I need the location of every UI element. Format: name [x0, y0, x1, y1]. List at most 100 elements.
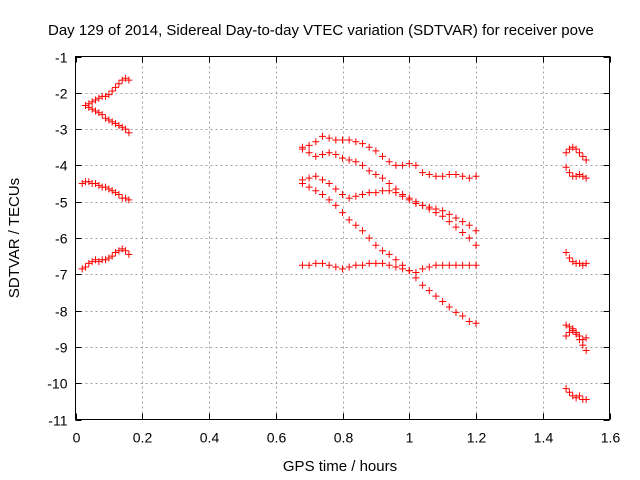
data-point — [412, 268, 420, 276]
data-point — [472, 227, 480, 235]
data-point — [569, 327, 577, 335]
data-point — [112, 189, 120, 197]
data-point — [445, 170, 453, 178]
data-point — [118, 245, 126, 253]
data-point — [582, 174, 590, 182]
data-point — [439, 172, 447, 180]
data-point — [569, 143, 577, 151]
data-point — [459, 218, 467, 226]
data-point — [399, 161, 407, 169]
data-point — [92, 180, 100, 188]
data-point — [452, 223, 460, 231]
data-point — [118, 76, 126, 84]
data-point — [385, 158, 393, 166]
data-point — [85, 103, 93, 111]
data-point — [108, 187, 116, 195]
x-tick-label: 1.6 — [601, 430, 621, 446]
data-point — [98, 111, 106, 119]
data-point — [562, 163, 570, 171]
data-point — [565, 328, 573, 336]
y-tick-label: -3 — [55, 122, 68, 138]
x-tick-label: 0.8 — [334, 430, 354, 446]
data-point — [565, 388, 573, 396]
series-s11 — [562, 249, 590, 269]
data-point — [352, 192, 360, 200]
data-point — [339, 265, 346, 273]
data-point — [372, 189, 380, 197]
data-point — [392, 161, 400, 169]
data-point — [125, 196, 133, 204]
data-point — [102, 256, 110, 264]
data-point — [88, 258, 96, 266]
x-tick-label: 0 — [73, 430, 81, 446]
data-point — [339, 209, 346, 217]
data-point — [332, 201, 340, 209]
data-point — [345, 194, 353, 202]
data-point — [432, 261, 440, 269]
data-point — [78, 265, 86, 273]
data-point — [452, 214, 460, 222]
data-point — [312, 187, 320, 195]
data-point — [305, 141, 313, 149]
data-point — [332, 151, 340, 159]
data-point — [365, 143, 373, 151]
data-point — [365, 259, 373, 267]
data-point — [439, 298, 447, 306]
data-point — [95, 109, 103, 117]
data-point — [569, 392, 577, 400]
data-point — [575, 149, 583, 157]
data-point — [432, 292, 440, 300]
data-point — [359, 161, 367, 169]
data-point — [419, 265, 427, 273]
data-point — [108, 118, 116, 126]
y-tick-label: -4 — [55, 158, 68, 174]
data-point — [582, 396, 590, 404]
data-point — [425, 263, 433, 271]
x-tick-label: 1 — [406, 430, 414, 446]
data-point — [412, 161, 420, 169]
data-point — [115, 121, 123, 129]
data-point — [122, 74, 130, 82]
y-tick-label: -1 — [55, 50, 68, 66]
axis-ticks — [75, 56, 611, 421]
series-s8 — [298, 259, 480, 276]
data-point — [325, 149, 333, 157]
data-point — [112, 120, 120, 128]
data-point — [102, 114, 110, 122]
data-point — [305, 183, 313, 191]
grid — [75, 56, 610, 420]
data-point — [92, 107, 100, 115]
series-s3 — [78, 245, 133, 273]
y-tick-label: -2 — [55, 86, 68, 102]
series-s10 — [562, 163, 590, 182]
data-point — [365, 189, 373, 197]
x-tick-label: 0.6 — [267, 430, 287, 446]
data-point — [562, 149, 570, 157]
data-point — [582, 156, 590, 164]
data-point — [359, 190, 367, 198]
data-point — [575, 170, 583, 178]
data-point — [325, 134, 333, 142]
data-point — [298, 180, 306, 188]
data-point — [372, 170, 380, 178]
data-point — [105, 91, 113, 99]
data-point — [465, 234, 473, 242]
data-point — [105, 254, 113, 262]
data-point — [465, 221, 473, 229]
data-point — [432, 209, 440, 217]
data-point — [339, 136, 346, 144]
data-point — [365, 234, 373, 242]
data-point — [385, 180, 393, 188]
data-point — [339, 154, 346, 162]
data-point — [115, 80, 123, 88]
data-point — [78, 180, 86, 188]
data-point — [105, 185, 113, 193]
data-point — [339, 190, 346, 198]
data-point — [112, 249, 120, 257]
data-point — [425, 287, 433, 295]
data-point — [332, 136, 340, 144]
data-point — [122, 194, 130, 202]
data-point — [298, 261, 306, 269]
data-point — [379, 247, 387, 255]
